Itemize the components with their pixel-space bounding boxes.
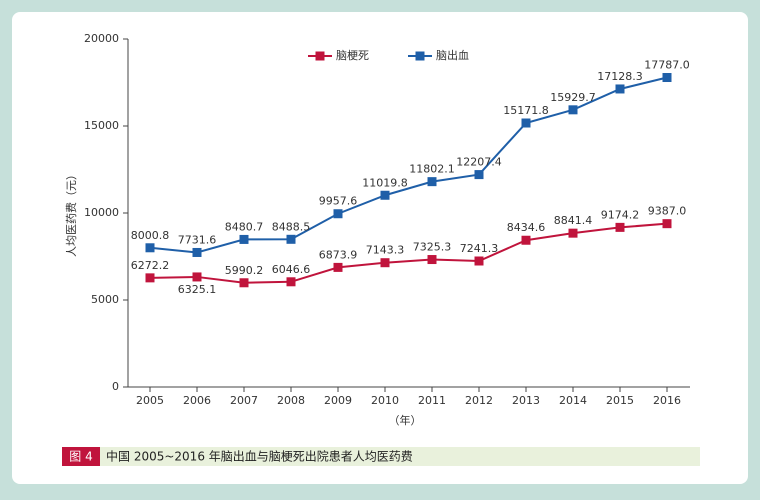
value-label: 11019.8 — [362, 176, 408, 189]
point — [615, 84, 625, 94]
value-label: 7143.3 — [366, 244, 405, 257]
value-label: 9387.0 — [648, 205, 687, 218]
point — [192, 247, 202, 257]
x-tick-label: 2005 — [136, 394, 164, 407]
point — [474, 256, 484, 266]
point — [615, 222, 625, 232]
point — [662, 219, 672, 229]
point — [380, 258, 390, 268]
y-tick-label: 20000 — [84, 32, 119, 45]
value-label: 7731.6 — [178, 233, 217, 246]
value-label: 6046.6 — [272, 263, 311, 276]
point — [286, 234, 296, 244]
x-tick-label: 2010 — [371, 394, 399, 407]
y-tick-label: 15000 — [84, 119, 119, 132]
value-label: 8488.5 — [272, 220, 311, 233]
point — [427, 177, 437, 187]
point — [521, 235, 531, 245]
series-line — [149, 222, 668, 284]
legend-marker — [315, 51, 325, 61]
x-tick-label: 2015 — [606, 394, 634, 407]
x-tick-label: 2009 — [324, 394, 352, 407]
point — [380, 190, 390, 200]
legend-label: 脑出血 — [436, 48, 469, 62]
point — [239, 234, 249, 244]
point — [145, 273, 155, 283]
x-tick-label: 2011 — [418, 394, 446, 407]
value-label: 17128.3 — [597, 70, 643, 83]
legend-marker — [415, 51, 425, 61]
caption-bar — [62, 447, 700, 466]
value-label: 8480.7 — [225, 220, 264, 233]
value-label: 15171.8 — [503, 104, 549, 117]
point — [568, 105, 578, 115]
point — [568, 228, 578, 238]
value-label: 8841.4 — [554, 214, 593, 227]
value-label: 15929.7 — [550, 91, 596, 104]
value-label: 6325.1 — [178, 283, 217, 296]
point — [662, 73, 672, 83]
value-label: 17787.0 — [644, 59, 690, 72]
value-label: 6272.2 — [131, 259, 170, 272]
value-label: 7241.3 — [460, 242, 499, 255]
x-tick-label: 2007 — [230, 394, 258, 407]
value-label: 9957.6 — [319, 195, 358, 208]
y-tick-label: 0 — [112, 380, 119, 393]
x-tick-label: 2008 — [277, 394, 305, 407]
point — [145, 243, 155, 253]
x-tick-label: 2006 — [183, 394, 211, 407]
value-label: 9174.2 — [601, 208, 640, 221]
x-tick-label: 2014 — [559, 394, 587, 407]
legend-label: 脑梗死 — [336, 48, 369, 62]
caption-tag-box — [62, 447, 100, 466]
x-tick-label: 2016 — [653, 394, 681, 407]
value-label: 7325.3 — [413, 241, 452, 254]
value-label: 6873.9 — [319, 248, 358, 261]
point — [286, 277, 296, 287]
x-tick-label: 2012 — [465, 394, 493, 407]
point — [333, 262, 343, 272]
y-tick-label: 5000 — [91, 293, 119, 306]
value-label: 8000.8 — [131, 229, 170, 242]
y-axis-label: 人均医药费（元） — [65, 169, 78, 257]
point — [474, 170, 484, 180]
value-label: 8434.6 — [507, 221, 546, 234]
point — [239, 278, 249, 288]
point — [333, 209, 343, 219]
value-label: 5990.2 — [225, 264, 264, 277]
y-tick-label: 10000 — [84, 206, 119, 219]
point — [521, 118, 531, 128]
series-line — [149, 76, 668, 254]
point — [192, 272, 202, 282]
caption-tag: 图 4 — [69, 450, 92, 464]
x-tick-label: 2013 — [512, 394, 540, 407]
panel — [12, 12, 748, 484]
x-axis-label: （年） — [389, 413, 422, 427]
caption: 中国 2005~2016 年脑出血与脑梗死出院患者人均医药费 — [106, 449, 413, 464]
value-label: 11802.1 — [409, 163, 455, 176]
point — [427, 255, 437, 265]
value-label: 12207.4 — [456, 156, 502, 169]
